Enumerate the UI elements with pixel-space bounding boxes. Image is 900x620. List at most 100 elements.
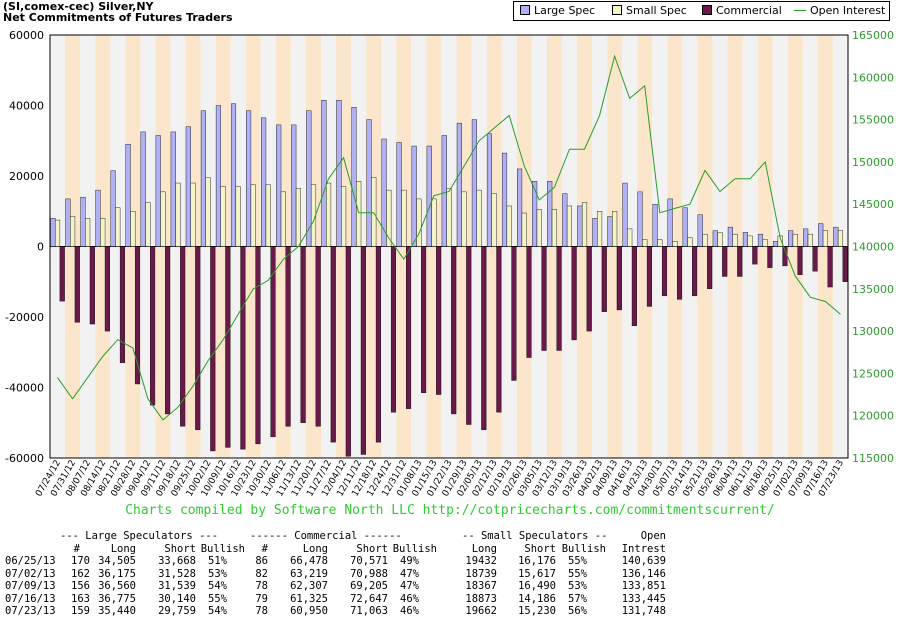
small-spec-bar <box>657 239 663 247</box>
table-cell: 07/16/13 <box>5 592 56 605</box>
table-row: 06/25/13 170 34,505 33,668 51% 86 66,478 70,571… <box>0 555 900 568</box>
table-cell: 53% <box>208 567 227 580</box>
credit-line: Charts compiled by Software North LLC ht… <box>125 503 775 518</box>
column-header: Short <box>524 542 556 555</box>
commercial-bar <box>165 246 171 415</box>
large-spec-bar <box>306 110 312 247</box>
table-cell: 163 <box>71 592 90 605</box>
y-tick-label: 20000 <box>9 170 44 183</box>
commercial-bar <box>466 246 472 425</box>
table-cell: 79 <box>255 592 268 605</box>
small-spec-bar <box>792 233 798 247</box>
commercial-bar <box>225 246 231 448</box>
table-cell: 07/23/13 <box>5 605 56 617</box>
commercial-bar <box>134 246 141 385</box>
table-cell: 156 <box>71 580 90 592</box>
large-spec-bar <box>652 203 658 247</box>
large-spec-bar <box>757 233 764 247</box>
table-cell: 51% <box>208 555 227 567</box>
y2-tick-label: 145000 <box>852 198 894 211</box>
small-spec-bar <box>416 198 422 247</box>
large-spec-bar <box>833 226 839 247</box>
y2-tick-label: 160000 <box>852 71 894 84</box>
small-spec-bar <box>145 202 151 247</box>
table-cell: 19432 <box>465 555 497 567</box>
small-spec-bar <box>837 230 844 247</box>
group-header-large: --- Large Speculators --- <box>60 530 219 542</box>
commercial-bar <box>842 246 848 282</box>
large-spec-bar <box>697 214 703 247</box>
commercial-bar <box>315 246 321 427</box>
small-spec-bar <box>235 186 241 247</box>
table-cell: 19662 <box>465 605 497 617</box>
table-cell: 18739 <box>465 567 497 580</box>
table-cell: 70,571 <box>350 555 388 567</box>
large-spec-bar <box>110 170 116 247</box>
small-spec-bar <box>687 237 693 247</box>
y2-tick-label: 155000 <box>852 114 894 127</box>
table-group-header: --- Large Speculators --- ------ Commerci… <box>0 530 900 543</box>
y-tick-label: 40000 <box>9 100 44 113</box>
commercial-bar <box>526 246 532 358</box>
column-header: Short <box>356 542 388 555</box>
commercial-bar <box>661 246 668 297</box>
y-tick-label: -60000 <box>5 452 44 465</box>
commercial-bar <box>827 246 833 288</box>
commercial-bar <box>375 246 381 443</box>
small-spec-bar <box>85 218 91 247</box>
commercial-bar <box>496 246 502 413</box>
table-cell: 36,775 <box>98 592 136 605</box>
large-spec-bar <box>788 230 794 247</box>
large-spec-bar <box>261 117 267 247</box>
commercial-bar <box>255 246 261 445</box>
y2-tick-label: 130000 <box>852 325 894 338</box>
commercial-bar <box>240 246 246 450</box>
table-row: 07/09/13 156 36,560 31,539 54% 78 62,307 69,205… <box>0 580 900 593</box>
table-cell: 36,560 <box>98 580 136 592</box>
table-cell: 56% <box>568 605 587 617</box>
large-spec-bar <box>486 133 493 247</box>
small-spec-bar <box>190 182 196 247</box>
small-spec-bar <box>732 233 738 247</box>
commercial-bar <box>390 246 397 413</box>
large-spec-bar <box>727 226 733 247</box>
small-spec-bar <box>672 241 678 247</box>
commercial-swatch-icon <box>702 5 712 15</box>
large-spec-swatch-icon <box>520 5 530 15</box>
commercial-bar <box>285 246 291 427</box>
table-cell: 54% <box>208 605 227 617</box>
commercial-bar <box>421 246 427 393</box>
y2-tick-label: 115000 <box>852 452 894 465</box>
large-spec-bar <box>667 198 673 247</box>
small-spec-bar <box>205 177 211 247</box>
commercial-bar <box>677 246 683 300</box>
commercial-bar <box>722 246 728 277</box>
small-spec-bar <box>627 228 633 247</box>
commercial-bar <box>737 246 743 277</box>
table-cell: 33,668 <box>158 555 196 567</box>
y2-tick-label: 165000 <box>852 29 894 42</box>
open-interest-line <box>57 54 841 421</box>
commercial-bar <box>300 246 306 423</box>
commercial-bar <box>797 246 803 275</box>
table-cell: 78 <box>255 580 268 592</box>
commercial-bar <box>812 246 818 272</box>
large-spec-bar <box>125 144 131 247</box>
table-cell: 47% <box>400 580 419 592</box>
commercial-bar <box>616 246 622 311</box>
commercial-bar <box>89 246 95 325</box>
small-spec-bar <box>325 182 332 247</box>
table-cell: 18367 <box>465 580 497 592</box>
small-spec-bar <box>115 207 121 247</box>
large-spec-bar <box>170 131 176 247</box>
large-spec-bar <box>772 241 779 247</box>
small-spec-bar <box>160 191 166 247</box>
commercial-bar <box>270 246 276 438</box>
commercial-bar <box>180 246 186 427</box>
legend-large-spec: Large Spec <box>520 4 595 18</box>
y2-tick-label: 125000 <box>852 367 894 380</box>
large-spec-bar <box>291 124 297 247</box>
commercial-bar <box>59 246 65 302</box>
table-cell: 131,748 <box>621 605 666 617</box>
commercial-bar <box>752 246 758 265</box>
